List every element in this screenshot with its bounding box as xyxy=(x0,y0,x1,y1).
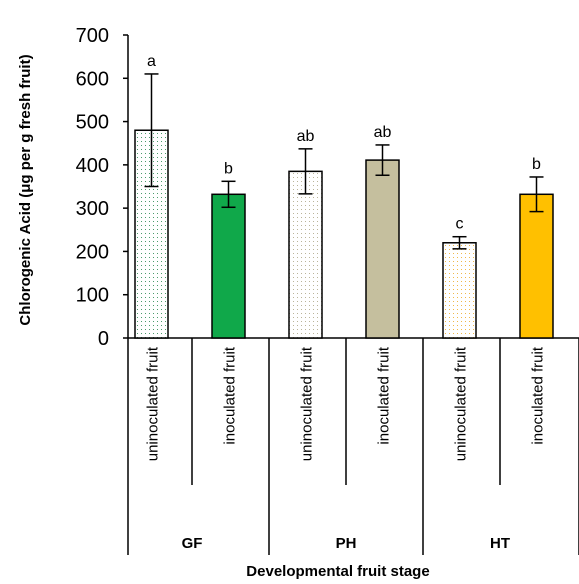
category-label: inoculated fruit xyxy=(222,346,239,444)
significance-letter: b xyxy=(532,156,541,173)
bar xyxy=(442,242,477,339)
significance-letter: b xyxy=(224,160,233,177)
significance-letter: a xyxy=(147,53,156,70)
bar xyxy=(288,170,323,339)
y-tick-label: 100 xyxy=(76,285,109,307)
category-label: inoculated fruit xyxy=(530,346,547,444)
group-label: PH xyxy=(336,535,357,552)
y-tick-label: 700 xyxy=(76,25,109,47)
significance-letter: ab xyxy=(297,128,315,145)
category-label: uninoculated fruit xyxy=(453,346,470,461)
significance-letter: c xyxy=(456,216,464,233)
y-tick-label: 200 xyxy=(76,241,109,263)
group-label: HT xyxy=(490,535,510,552)
x-axis-title: Developmental fruit stage xyxy=(246,563,429,579)
y-tick-label: 0 xyxy=(98,328,109,350)
y-tick-label: 500 xyxy=(76,112,109,134)
y-axis-title: Chlorogenic Acid (μg per g fresh fruit) xyxy=(17,54,34,325)
category-label: inoculated fruit xyxy=(376,346,393,444)
category-label: uninoculated fruit xyxy=(299,346,316,461)
significance-letter: ab xyxy=(374,124,392,141)
y-tick-label: 300 xyxy=(76,198,109,220)
bar xyxy=(134,129,169,339)
category-label: uninoculated fruit xyxy=(145,346,162,461)
y-tick-label: 400 xyxy=(76,155,109,177)
group-label: GF xyxy=(182,535,203,552)
bar xyxy=(365,159,400,339)
bar xyxy=(211,193,246,339)
bar xyxy=(519,193,554,339)
y-tick-label: 600 xyxy=(76,68,109,90)
y-axis-title-group: Chlorogenic Acid (μg per g fresh fruit) xyxy=(17,54,34,325)
